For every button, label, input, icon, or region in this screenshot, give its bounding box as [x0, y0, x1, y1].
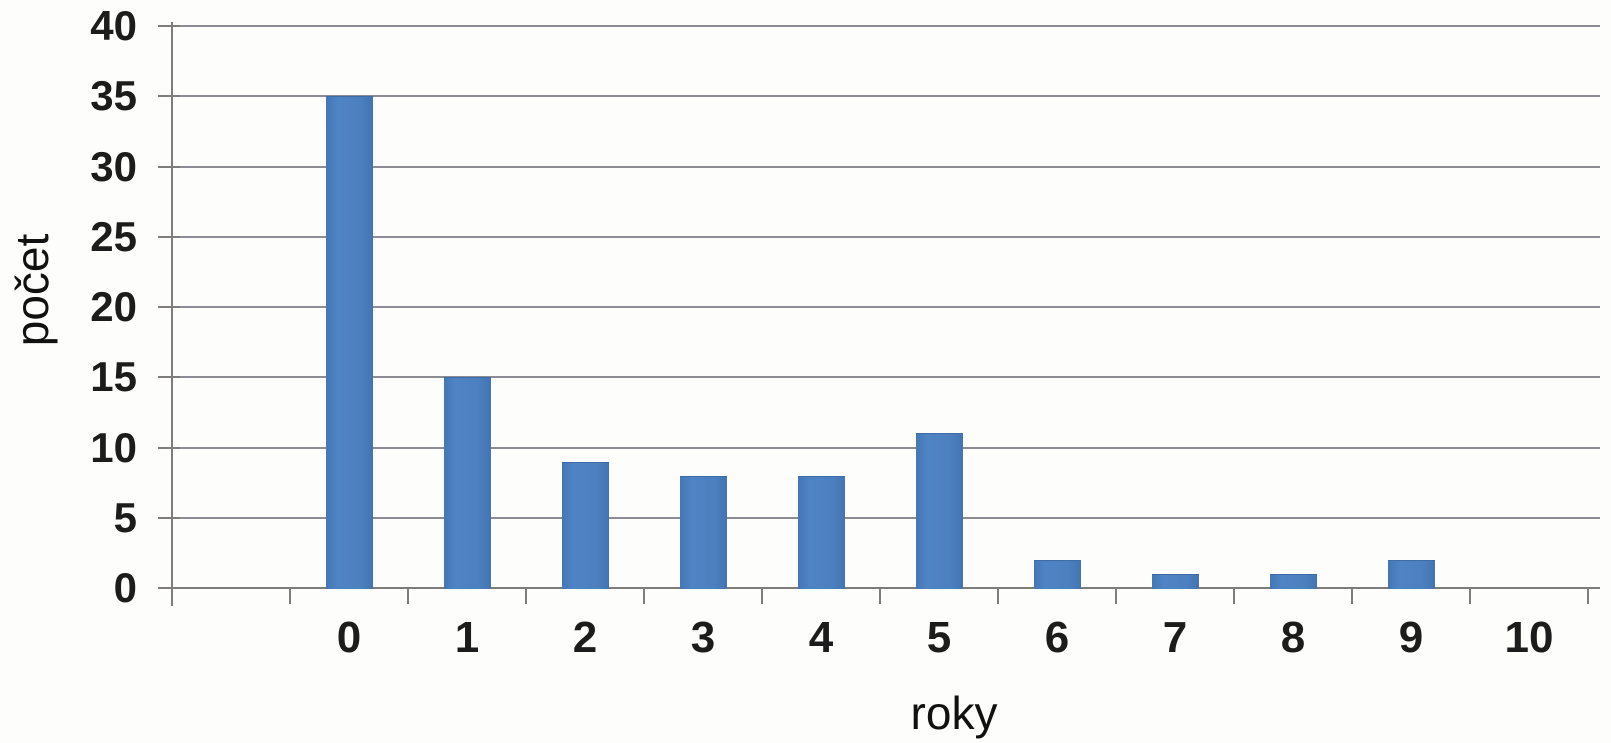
x-tick-mark: [879, 588, 881, 604]
bar: [797, 475, 845, 589]
x-tick-label: 7: [1162, 613, 1188, 662]
x-axis-line: [172, 587, 1600, 589]
y-tick-mark: [158, 25, 180, 27]
x-tick-mark: [997, 588, 999, 604]
bar: [443, 377, 491, 589]
x-tick-label: 0: [336, 613, 362, 662]
x-tick-mark: [643, 588, 645, 604]
y-tick-label: 15: [90, 353, 137, 401]
x-tick-label: 4: [808, 613, 834, 662]
x-tick-label: 5: [926, 613, 952, 662]
y-tick-mark: [158, 446, 180, 449]
bar: [679, 475, 727, 589]
bar: [1387, 559, 1435, 589]
x-axis-title: roky: [910, 687, 998, 739]
gridline: [172, 446, 1600, 449]
y-tick-label: 0: [113, 564, 137, 611]
bar: [1269, 573, 1317, 589]
y-tick-label: 40: [90, 2, 137, 49]
y-tick-label: 10: [90, 423, 137, 471]
x-tick-mark: [171, 588, 173, 604]
bar: [1033, 559, 1081, 589]
x-tick-mark: [525, 588, 527, 604]
gridline: [172, 516, 1600, 519]
bar: [325, 96, 373, 589]
x-tick-mark: [761, 588, 763, 604]
x-tick-mark: [407, 588, 409, 604]
x-tick-mark: [1469, 588, 1471, 604]
x-tick-label: 2: [572, 613, 598, 662]
x-tick-label: 1: [454, 613, 480, 662]
x-tick-label: 8: [1280, 613, 1306, 662]
y-tick-label: 35: [90, 72, 137, 120]
y-tick-label: 20: [90, 283, 137, 330]
gridline: [172, 25, 1600, 27]
bar: [561, 461, 609, 589]
y-axis-title: počet: [6, 233, 58, 347]
y-tick-mark: [158, 587, 180, 589]
x-tick-mark: [1115, 588, 1117, 604]
y-tick-mark: [158, 235, 180, 238]
y-tick-mark: [158, 306, 180, 308]
x-tick-label: 10: [1504, 613, 1554, 662]
x-tick-mark: [289, 588, 291, 604]
bar: [1151, 573, 1199, 589]
y-tick-mark: [158, 516, 180, 519]
x-tick-mark: [1233, 588, 1235, 604]
bar: [915, 433, 963, 589]
x-tick-label: 9: [1398, 613, 1424, 662]
y-tick-label: 30: [90, 142, 137, 190]
x-tick-label: 3: [690, 613, 716, 662]
y-axis-line: [171, 22, 173, 606]
y-tick-mark: [158, 376, 180, 379]
x-tick-mark: [1587, 588, 1589, 604]
y-tick-mark: [158, 95, 180, 98]
gridline: [172, 306, 1600, 308]
y-tick-label: 25: [90, 212, 137, 260]
gridline: [172, 165, 1600, 168]
gridline: [172, 95, 1600, 98]
y-tick-mark: [158, 165, 180, 168]
x-tick-mark: [1351, 588, 1353, 604]
y-tick-label: 5: [113, 493, 137, 541]
gridline: [172, 376, 1600, 379]
gridline: [172, 235, 1600, 238]
x-tick-label: 6: [1044, 613, 1070, 662]
